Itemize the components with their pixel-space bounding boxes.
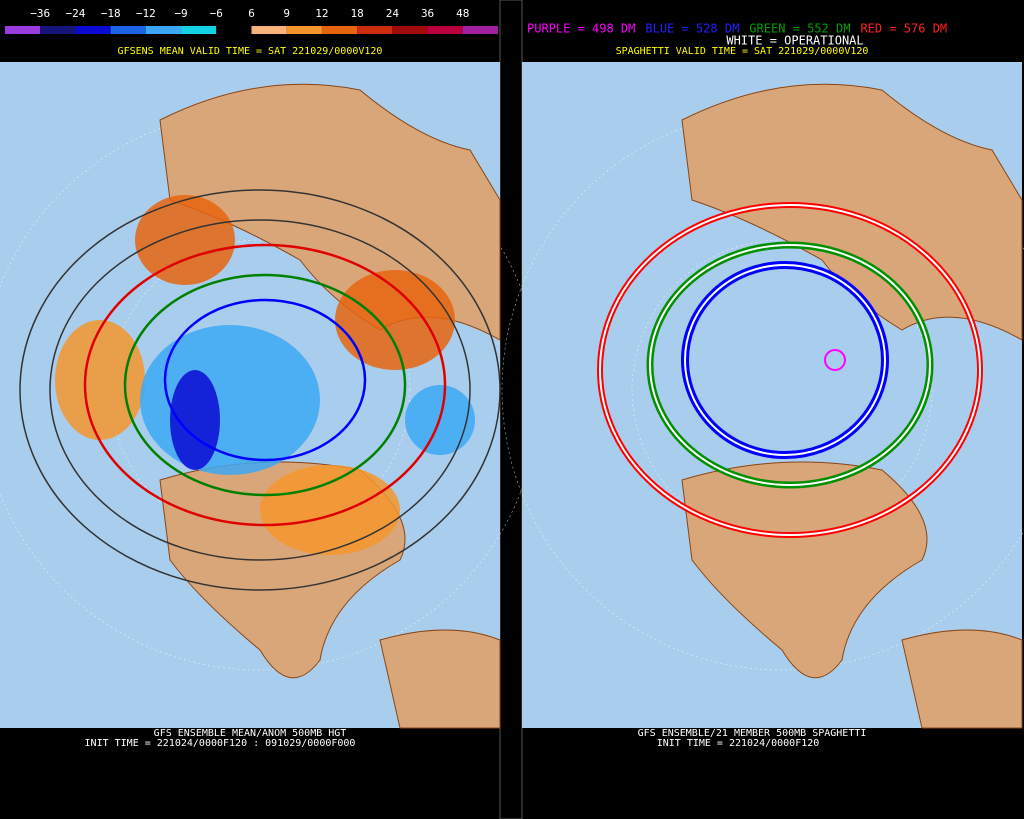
contour [599,204,981,536]
colorbar-segment [216,26,252,34]
divider [499,0,523,819]
colorbar-segment [110,26,146,34]
colorbar-segment [321,26,358,34]
colorbar-label: 6 [248,7,255,20]
contour [19,189,501,591]
colorbar-segment [357,26,393,34]
footer-title: GFS ENSEMBLE MEAN/ANOM 500MB HGT [154,728,347,739]
colorbar-segment [40,26,76,34]
colorbar-label: −6 [210,7,223,20]
valid-time: SPAGHETTI VALID TIME = SAT 221029/0000V1… [616,46,869,57]
anomaly [55,320,145,440]
anomaly [135,195,235,285]
contour [684,264,886,456]
colorbar-segment [75,26,111,34]
contour [824,349,846,371]
land [901,629,1023,729]
colorbar-label: 36 [421,7,434,20]
colorbar-label: 24 [386,7,400,20]
colorbar-label: 18 [351,7,364,20]
contour [123,273,407,497]
colorbar-label: −9 [174,7,187,20]
legend-entry: RED = 576 DM [860,22,947,36]
footer-title: GFS ENSEMBLE/21 MEMBER 500MB SPAGHETTI [638,728,867,739]
colorbar-segment [181,26,217,34]
colorbar-label: 48 [456,7,469,20]
colorbar: −36 −24 −18 −12 −9 −6 6 9 12 18 24 36 48 [5,7,498,34]
colorbar-segment [392,26,428,34]
right-map [501,62,1024,729]
colorbar-label: −24 [65,7,85,20]
contour [163,298,367,462]
contour [649,244,931,486]
colorbar-segment [5,26,41,34]
land [379,629,501,729]
colorbar-segment [427,26,463,34]
colorbar-label: −18 [101,7,121,20]
anomaly [335,270,455,370]
contour [83,243,447,527]
operational-note: WHITE = OPERATIONAL [726,34,863,48]
valid-time: GFSENS MEAN VALID TIME = SAT 221029/0000… [118,46,383,57]
colorbar-segment [286,26,322,34]
contour [49,219,471,561]
colorbar-label: 9 [283,7,290,20]
legend: PURPLE = 498 DM BLUE = 528 DM GREEN = 552 … [527,22,947,36]
left-map [0,62,541,729]
colorbar-segment [251,26,287,34]
anomaly [260,465,400,555]
colorbar-label: −36 [30,7,50,20]
legend-entry: GREEN = 552 DM [749,22,850,36]
footer-init: INIT TIME = 221024/0000F120 [657,738,820,749]
legend-entry: BLUE = 528 DM [645,22,739,36]
colorbar-segment [145,26,182,34]
colorbar-label: −12 [136,7,156,20]
colorbar-segment [462,26,498,34]
legend-entry: PURPLE = 498 DM [527,22,635,36]
footer-init: INIT TIME = 221024/0000F120 : 091029/000… [85,738,356,749]
colorbar-label: 12 [315,7,328,20]
land [681,461,928,679]
